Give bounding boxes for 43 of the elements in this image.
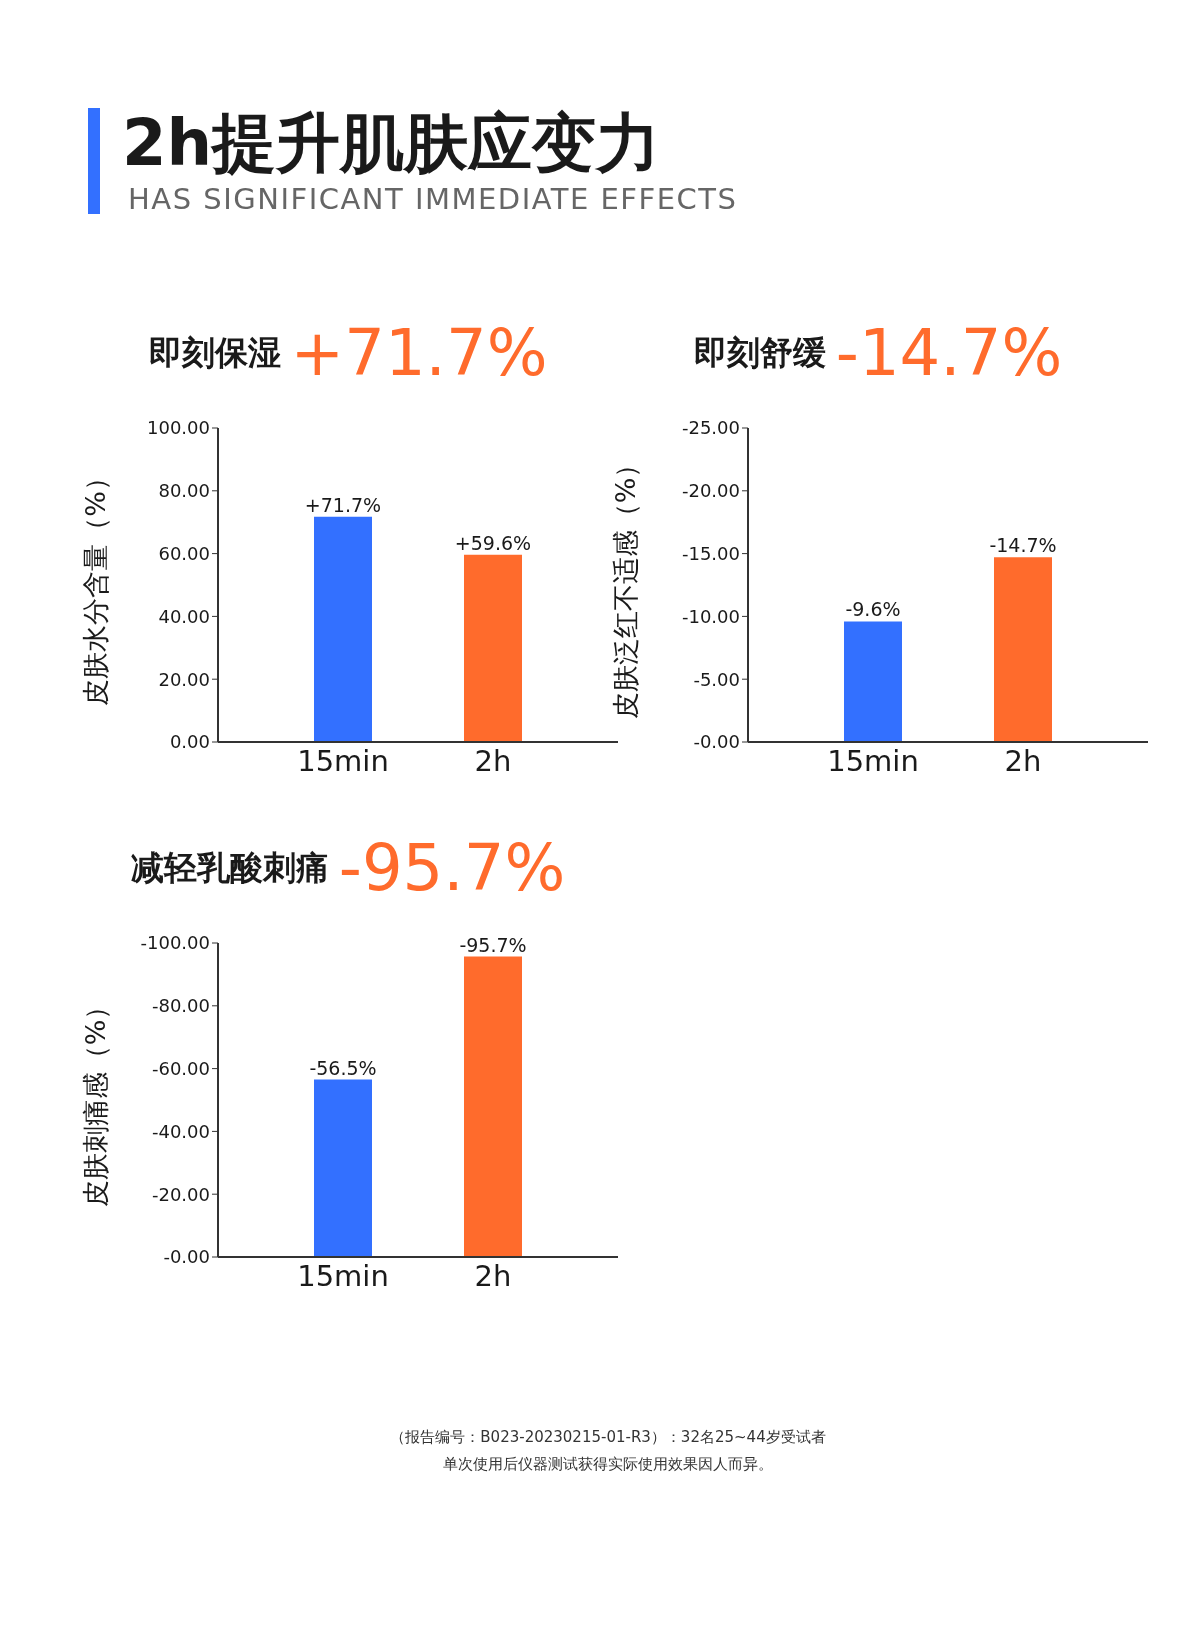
x-tick-label: 15min xyxy=(297,743,389,778)
y-tick-label: -0.00 xyxy=(693,731,740,753)
y-tick-label: -10.00 xyxy=(681,605,740,627)
y-tick-label: -80.00 xyxy=(151,995,210,1017)
text: （报告编号：B023-20230215-01-R3）：32名25~44岁受试者 xyxy=(389,1427,827,1448)
y-tick-label: 20.00 xyxy=(158,668,210,690)
chart-title: 即刻保湿 xyxy=(148,331,281,374)
y-tick-label: -40.00 xyxy=(151,1120,210,1142)
y-tick-label: -5.00 xyxy=(693,668,740,690)
text: HAS SIGNIFICANT IMMEDIATE EFFECTS xyxy=(128,182,738,216)
x-tick-label: 15min xyxy=(827,743,919,778)
text: 2h提升肌肤应变力 xyxy=(122,106,661,180)
data-label: -9.6% xyxy=(845,598,901,621)
data-label: -95.7% xyxy=(459,933,527,956)
x-tick-label: 2h xyxy=(1004,743,1042,778)
text: 单次使用后仪器测试获得实际使用效果因人而异。 xyxy=(442,1454,774,1475)
x-tick-label: 2h xyxy=(474,1258,512,1293)
y-tick-label: -25.00 xyxy=(681,417,740,439)
text: -14.7% xyxy=(835,316,1063,390)
y-tick-label: 0.00 xyxy=(169,731,210,753)
chart-title: 即刻舒缓 xyxy=(693,331,826,374)
data-label: -14.7% xyxy=(989,534,1057,557)
text: -95.7% xyxy=(338,831,566,905)
text: +71.7% xyxy=(290,316,548,390)
data-label: +59.6% xyxy=(454,531,532,554)
chart-title: 减轻乳酸刺痛 xyxy=(130,846,329,889)
y-tick-label: -20.00 xyxy=(151,1183,210,1205)
y-tick-label: 100.00 xyxy=(147,417,210,439)
data-label: -56.5% xyxy=(309,1056,377,1079)
data-label: +71.7% xyxy=(304,493,382,516)
x-tick-label: 15min xyxy=(297,1258,389,1293)
y-tick-label: -20.00 xyxy=(681,480,740,502)
y-tick-label: -60.00 xyxy=(151,1057,210,1079)
y-tick-label: 80.00 xyxy=(158,480,210,502)
y-tick-label: -0.00 xyxy=(163,1246,210,1268)
y-axis-title: 皮肤泛红不适感（%） xyxy=(610,450,642,720)
x-tick-label: 2h xyxy=(474,743,512,778)
y-tick-label: -15.00 xyxy=(681,542,740,564)
y-axis-title: 皮肤水分含量（%） xyxy=(80,464,112,706)
y-tick-label: -100.00 xyxy=(140,932,210,954)
y-axis-title: 皮肤刺痛感（%） xyxy=(80,992,112,1208)
y-tick-label: 60.00 xyxy=(158,542,210,564)
y-tick-label: 40.00 xyxy=(158,605,210,627)
